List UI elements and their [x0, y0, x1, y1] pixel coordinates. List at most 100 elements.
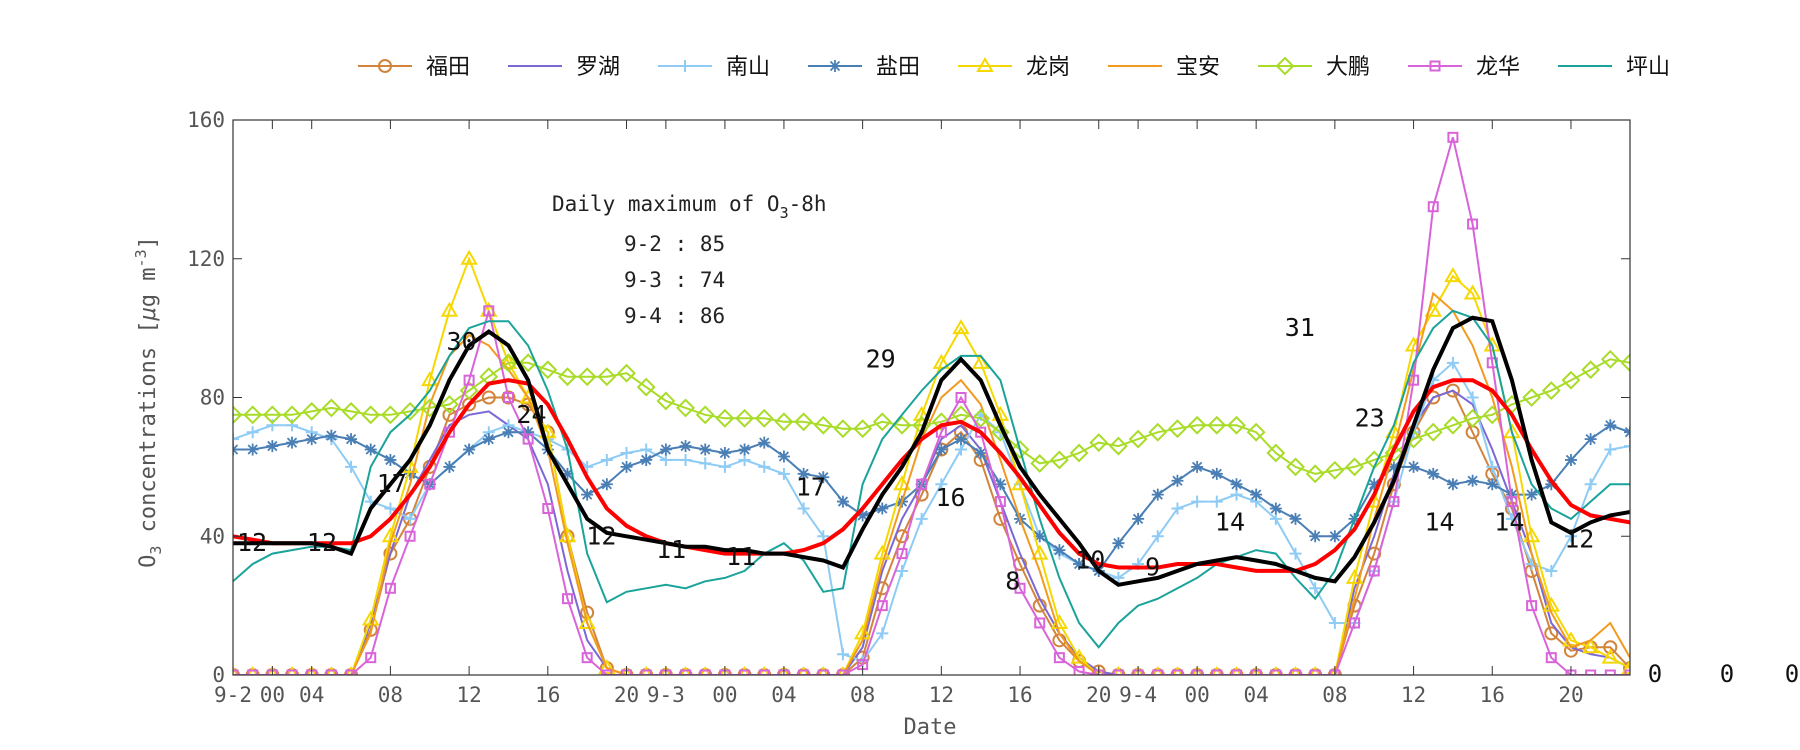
series-4-point: [598, 659, 616, 675]
series-3-point: [404, 467, 417, 480]
series-line-1: [233, 389, 1630, 675]
legend-label-2: 南山: [726, 55, 770, 80]
hour-count-label: 29: [866, 344, 896, 373]
series-2-point: [1466, 391, 1479, 404]
legend-label-3: 盐田: [876, 55, 920, 80]
legend-label-1: 罗湖: [576, 55, 620, 80]
series-4-point: [1621, 659, 1630, 675]
y-axis-label-mu: μ: [136, 307, 161, 321]
series-0-point: [1623, 661, 1630, 675]
series-2-point: [345, 460, 358, 473]
series-7-point: [817, 669, 829, 675]
series-7-point: [1053, 652, 1065, 664]
x-tick-label: 04: [771, 683, 796, 707]
hour-count-label: 12: [1564, 525, 1594, 554]
series-0-point: [481, 390, 496, 405]
series-6-point: [380, 405, 400, 425]
y-tick-label: 0: [212, 663, 225, 687]
series-6-point: [971, 408, 991, 428]
series-3-point: [1269, 502, 1282, 515]
series-7-point: [798, 669, 810, 675]
series-3-point: [1151, 488, 1164, 501]
series-7-point: [1447, 131, 1459, 143]
series-6-point: [617, 363, 636, 383]
series-3-point: [1132, 512, 1145, 525]
series-4-point: [893, 475, 911, 491]
series-2-point: [758, 460, 771, 473]
series-7-point: [542, 503, 554, 514]
series-2-point: [1328, 616, 1341, 629]
series-7-point: [1211, 669, 1223, 675]
series-6-point: [1541, 381, 1561, 400]
series-7-point: [975, 426, 987, 438]
series-7-point: [699, 669, 711, 675]
series-6-point: [262, 405, 282, 425]
series-3-point: [1191, 460, 1204, 473]
series-6-point: [1207, 415, 1227, 435]
series-4-point: [578, 613, 596, 629]
series-3-point: [502, 426, 515, 439]
series-3-point: [836, 495, 849, 508]
series-4-point: [1444, 267, 1462, 283]
series-4-point: [1463, 284, 1482, 300]
series-4-point: [460, 249, 478, 265]
series-7-point: [1152, 669, 1164, 675]
series-6-point: [931, 412, 951, 432]
series-7-point: [1467, 218, 1479, 230]
series-2-point: [1289, 547, 1302, 560]
series-2-point: [1604, 443, 1617, 456]
x-tick-label: 00: [712, 683, 737, 707]
series-0-point: [1544, 626, 1559, 641]
x-tick-label: 12: [1401, 683, 1426, 707]
legend-marker-3: [829, 60, 841, 72]
legend-label-8: 坪山: [1626, 55, 1670, 80]
series-2-point: [1486, 460, 1499, 473]
series-6-point: [558, 367, 577, 387]
series-3-point: [777, 450, 790, 463]
series-7-point: [463, 374, 475, 386]
series-3-point: [994, 478, 1007, 491]
series-2-point: [797, 502, 810, 515]
series-3-point: [955, 433, 968, 446]
series-3-point: [620, 460, 633, 473]
series-2-point: [1191, 495, 1204, 508]
series-7-point: [1349, 617, 1361, 629]
series-2-point: [1446, 356, 1459, 369]
series-6-point: [1049, 450, 1069, 470]
series-6-point: [656, 391, 676, 411]
series-3-point: [1446, 478, 1459, 491]
series-3-point: [1112, 537, 1125, 550]
series-7-point: [384, 582, 396, 594]
series-3-point: [1486, 478, 1499, 491]
series-2-point: [1584, 478, 1597, 491]
series-6-point: [1620, 353, 1630, 373]
hour-count-label: 8: [1005, 566, 1020, 595]
series-3-point: [1545, 478, 1558, 491]
series-7-point: [502, 392, 514, 403]
y-tick-label: 160: [187, 108, 225, 132]
hour-count-label: 16: [936, 483, 966, 512]
hour-count-label: 14: [1425, 507, 1455, 536]
series-0-point: [1445, 383, 1460, 398]
series-6-point: [233, 405, 243, 425]
x-tick-label: 20: [1558, 683, 1583, 707]
series-3-point: [600, 478, 613, 491]
hour-count-label: 9: [1145, 553, 1160, 582]
series-6-point: [1423, 422, 1443, 442]
series-6-point: [794, 412, 814, 432]
series-3-point: [699, 443, 712, 456]
series-6-point: [813, 415, 833, 435]
series-2-point: [915, 512, 928, 525]
series-2-point: [384, 502, 397, 515]
series-3-point: [974, 447, 987, 459]
series-3-point: [1230, 478, 1243, 491]
series-3-point: [266, 440, 279, 453]
series-4-point: [1601, 648, 1620, 664]
series-6-point: [1325, 460, 1345, 480]
series-3-point: [758, 436, 771, 449]
series-7-point: [994, 496, 1006, 508]
series-2-point: [1624, 440, 1630, 453]
series-2-point: [679, 453, 692, 466]
series-7-point: [286, 669, 298, 675]
series-3-point: [1171, 474, 1184, 487]
